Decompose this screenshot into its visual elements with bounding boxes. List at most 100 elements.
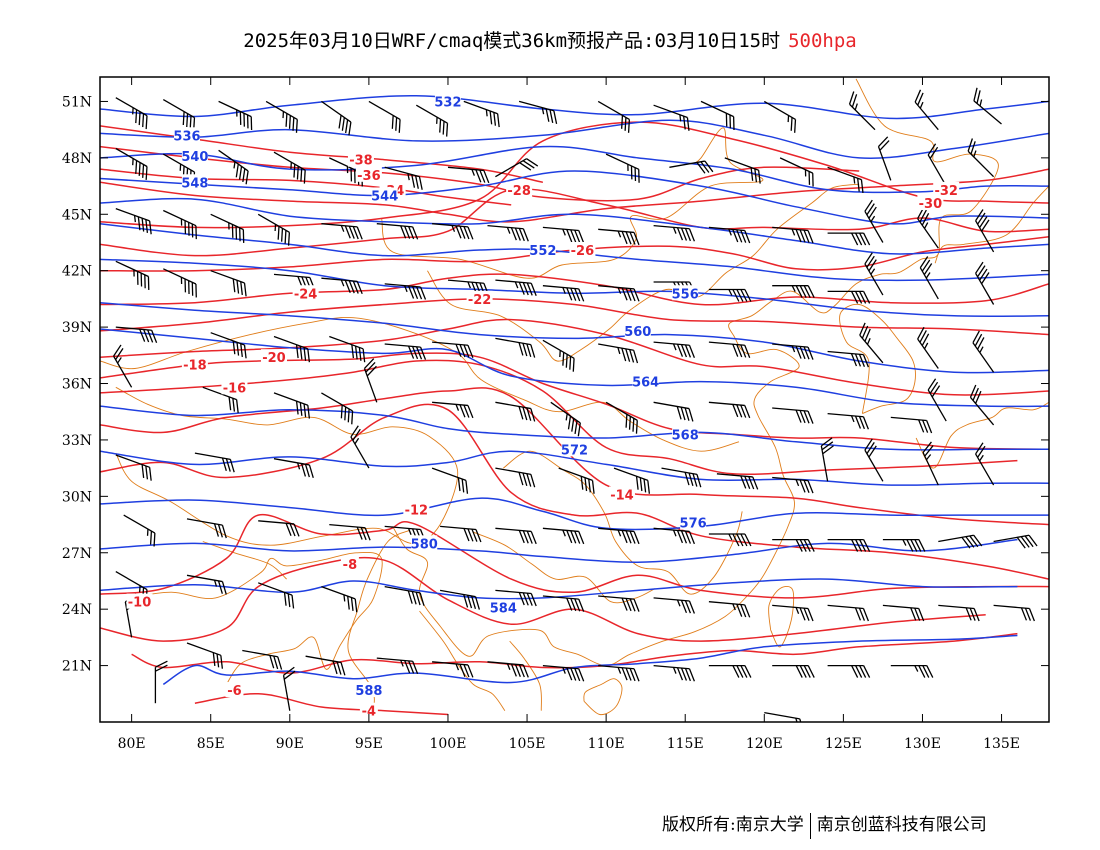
wind-barb — [432, 661, 474, 678]
wind-barb — [975, 442, 995, 486]
border-line — [202, 541, 287, 580]
wind-barb — [724, 157, 761, 184]
temperature-label-bg — [933, 181, 960, 197]
geopotential-label-bg — [173, 127, 200, 143]
wind-barb — [384, 283, 427, 300]
x-tick-label: 80E — [118, 736, 146, 752]
wind-barb — [914, 89, 939, 131]
y-tick-label: 42N — [62, 264, 92, 280]
wind-barb — [463, 100, 500, 128]
temperature-contour-label: -6 — [227, 684, 241, 699]
wind-barb — [708, 288, 752, 302]
border-line — [419, 610, 506, 711]
geopotential-label-bg — [672, 426, 699, 442]
temperature-label-bg — [221, 379, 248, 395]
wind-barb — [653, 527, 695, 545]
wind-barb — [218, 149, 249, 185]
wind-barb — [772, 226, 814, 244]
wind-barb — [115, 326, 158, 343]
temperature-contour — [131, 632, 1018, 674]
wind-barb — [827, 232, 871, 246]
wind-barb — [969, 384, 995, 426]
wind-barb — [927, 378, 947, 422]
x-tick-label: 100E — [429, 736, 466, 752]
wind-barb — [495, 158, 539, 178]
border-line — [381, 127, 764, 279]
temperature-contour-label: -12 — [405, 504, 429, 519]
y-tick-label: 24N — [62, 602, 92, 618]
wind-barb — [431, 467, 469, 494]
wind-barb — [598, 343, 639, 364]
y-tick-label: 51N — [62, 94, 92, 110]
temperature-label-bg — [506, 181, 533, 197]
wind-barb — [605, 153, 640, 183]
geopotential-contour — [100, 405, 1049, 451]
wind-barb — [708, 601, 751, 618]
temperature-contour — [100, 403, 1049, 580]
temperature-label-bg — [359, 702, 378, 718]
wind-barb — [487, 661, 529, 678]
wind-barb — [242, 649, 283, 670]
temperature-contour-label: -28 — [507, 184, 531, 199]
footer-separator — [809, 812, 811, 839]
wind-barb — [305, 655, 346, 676]
wind-barb — [708, 401, 751, 419]
wind-barb — [598, 664, 640, 682]
wind-barb — [820, 437, 834, 482]
wind-barb — [376, 223, 419, 240]
x-tick-label: 110E — [588, 736, 625, 752]
wind-barb — [202, 386, 239, 414]
geopotential-label-bg — [181, 147, 208, 163]
wind-barb — [653, 104, 690, 131]
wind-barb — [329, 335, 366, 363]
wind-barb — [518, 100, 558, 124]
geopotential-contour — [100, 119, 1049, 160]
wind-barb — [115, 207, 152, 235]
wind-barb — [827, 538, 871, 552]
x-tick-label: 105E — [509, 736, 546, 752]
geopotential-contour-label: 580 — [411, 537, 438, 552]
wind-barb — [542, 664, 585, 682]
wind-barb — [661, 467, 702, 488]
geopotential-label-bg — [680, 514, 707, 530]
wind-barb — [350, 425, 370, 469]
y-tick-label: 48N — [62, 151, 92, 167]
wind-barb — [415, 104, 449, 137]
y-tick-label: 21N — [62, 659, 92, 675]
wind-barb — [653, 597, 695, 614]
wind-barb — [321, 223, 363, 240]
geopotential-contour — [100, 258, 1049, 317]
wind-barb-layer — [113, 87, 1038, 722]
wind-barb — [927, 143, 947, 187]
border-line — [128, 551, 383, 685]
wind-barb — [257, 582, 295, 609]
wind-barb — [708, 533, 752, 547]
wind-barb — [210, 332, 247, 359]
wind-barb — [890, 664, 934, 678]
wind-barb — [186, 518, 227, 539]
temperature-contour-label: -22 — [468, 293, 492, 308]
geopotential-contour-label: 588 — [355, 684, 382, 699]
wind-barb — [653, 224, 695, 242]
temperature-contour — [100, 168, 1049, 223]
wind-barb — [257, 213, 291, 246]
wind-barb — [716, 473, 759, 490]
geopotential-contour — [100, 170, 1049, 225]
wind-barb — [653, 401, 694, 422]
wind-barb — [218, 100, 253, 131]
wind-barb — [882, 604, 925, 622]
wind-barb — [542, 226, 585, 244]
wind-barb — [772, 476, 814, 494]
temperature-contour — [100, 188, 1049, 257]
x-tick-label: 115E — [667, 736, 704, 752]
temperature-label-bg — [403, 501, 430, 517]
temperature-contour — [100, 273, 1049, 306]
geopotential-contour-label: 572 — [561, 443, 588, 458]
temperature-contour-label: -10 — [128, 596, 152, 611]
x-tick-label: 85E — [197, 736, 225, 752]
wind-barb — [827, 664, 871, 678]
wind-barb — [558, 467, 595, 494]
geopotential-contour-label: 568 — [672, 428, 699, 443]
border-layer — [100, 78, 1049, 716]
wind-barb — [115, 147, 148, 180]
